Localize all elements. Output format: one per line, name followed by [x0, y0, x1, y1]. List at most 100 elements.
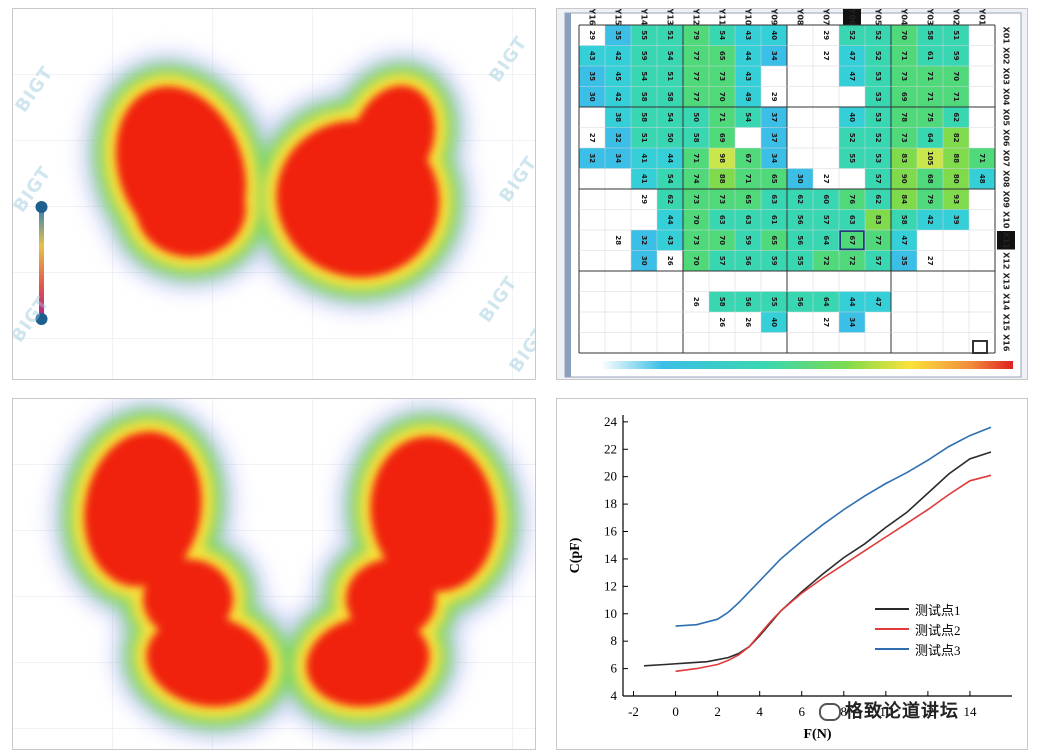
sensor-value: 40: [770, 30, 778, 40]
sensor-value: 74: [692, 174, 700, 184]
sensor-cell: [761, 127, 787, 148]
y-tick-label: 8: [611, 633, 618, 648]
slider-handle-bottom: [35, 313, 48, 325]
sensor-value: 59: [640, 51, 648, 61]
sensor-cell: [761, 189, 787, 210]
sensor-cell: [891, 66, 917, 87]
sensor-cell: [605, 86, 631, 107]
row-header: X04: [1002, 88, 1011, 106]
sensor-cell: [631, 45, 657, 66]
sensor-cell: [917, 66, 943, 87]
sensor-value: 43: [588, 51, 596, 61]
sensor-value: 27: [926, 256, 934, 266]
x-tick-label: 0: [672, 704, 679, 719]
y-tick-label: 4: [611, 688, 618, 703]
sensor-value: 88: [718, 174, 726, 184]
sensor-value: 26: [666, 256, 674, 266]
row-header: X08: [1002, 170, 1011, 188]
row-header: X14: [1002, 293, 1011, 311]
sensor-cell: [735, 148, 761, 169]
x-axis-label: F(N): [804, 727, 832, 742]
sensor-value: 57: [874, 174, 882, 184]
sensor-value: 57: [874, 256, 882, 266]
sensor-value: 44: [744, 51, 752, 61]
sensor-cell: [839, 127, 865, 148]
sensor-cell: [657, 230, 683, 251]
sensor-value: 53: [874, 112, 882, 122]
sensor-cell: [839, 25, 865, 46]
sensor-cell: [891, 127, 917, 148]
sensor-value: 26: [744, 317, 752, 327]
color-scale: [601, 361, 1013, 369]
sensor-cell: [709, 291, 735, 312]
sensor-value: 28: [614, 235, 622, 245]
sensor-cell: [709, 107, 735, 128]
sensor-cell: [891, 168, 917, 189]
column-header: Y04: [900, 9, 909, 26]
sensor-value: 73: [692, 235, 700, 245]
sensor-cell: [631, 25, 657, 46]
sensor-value: 56: [744, 297, 752, 307]
x-tick-label: -2: [628, 704, 639, 719]
sensor-value: 82: [952, 133, 960, 143]
legend-item: 测试点2: [875, 619, 961, 639]
sensor-cell: [839, 45, 865, 66]
column-header: Y09: [770, 9, 779, 26]
sensor-value: 49: [744, 92, 752, 102]
sensor-cell: [891, 230, 917, 251]
sensor-cell: [865, 25, 891, 46]
sensor-cell: [605, 25, 631, 46]
sensor-value: 63: [744, 215, 752, 225]
sensor-cell: [657, 86, 683, 107]
heat-layer: [115, 85, 440, 278]
sensor-value: 60: [822, 194, 830, 204]
sensor-cell: [917, 209, 943, 230]
sensor-value: 47: [874, 297, 882, 307]
sensor-cell: [709, 86, 735, 107]
sensor-cell: [787, 291, 813, 312]
column-header: Y02: [952, 9, 961, 25]
sensor-cell: [943, 189, 969, 210]
column-header: Y07: [822, 9, 831, 25]
sensor-value: 58: [640, 92, 648, 102]
heat-blob: [370, 436, 496, 592]
pressure-heatmap-bottom: [13, 399, 535, 749]
sensor-cell: [735, 168, 761, 189]
sensor-value: 52: [874, 133, 882, 143]
sensor-cell: [917, 107, 943, 128]
y-tick-label: 18: [604, 496, 617, 511]
sensor-value: 27: [588, 133, 596, 143]
sensor-value: 57: [718, 256, 726, 266]
sensor-cell: [865, 250, 891, 271]
sensor-value: 69: [900, 92, 908, 102]
sensor-value: 34: [770, 51, 778, 61]
sensor-cell: [579, 66, 605, 87]
y-axis-label: C(pF): [568, 537, 583, 573]
sensor-cell: [839, 148, 865, 169]
sensor-value: 70: [718, 92, 726, 102]
sensor-value: 32: [588, 153, 596, 163]
sensor-value: 32: [640, 235, 648, 245]
heatmap-panel-bottom: [12, 398, 536, 750]
sensor-cell: [761, 230, 787, 251]
sensor-cell: [787, 168, 813, 189]
sensor-cell: [605, 148, 631, 169]
sensor-value: 71: [744, 174, 752, 184]
sensor-cell: [605, 66, 631, 87]
sensor-cell: [865, 230, 891, 251]
sensor-cell: [917, 45, 943, 66]
column-header-highlight: [843, 9, 861, 25]
sensor-cell: [683, 209, 709, 230]
sensor-cell: [709, 66, 735, 87]
sensor-value: 58: [640, 112, 648, 122]
sensor-value: 54: [640, 71, 648, 81]
sensor-value: 72: [848, 256, 856, 266]
sensor-value: 62: [952, 112, 960, 122]
sensor-cell: [865, 107, 891, 128]
sensor-value: 45: [614, 71, 622, 81]
sensor-value: 56: [796, 215, 804, 225]
sensor-cell: [761, 250, 787, 271]
column-header: Y08: [796, 9, 805, 26]
sensor-value: 56: [744, 256, 752, 266]
sensor-value: 58: [900, 215, 908, 225]
